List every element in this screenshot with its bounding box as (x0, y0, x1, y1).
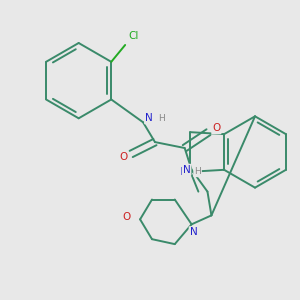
Text: O: O (212, 123, 220, 133)
Text: Cl: Cl (128, 31, 138, 41)
Text: N: N (183, 165, 190, 175)
Text: N: N (190, 227, 197, 237)
Text: H: H (158, 114, 165, 123)
Text: N: N (145, 113, 153, 123)
Text: N: N (180, 167, 188, 177)
Text: O: O (119, 152, 128, 162)
Text: H: H (194, 167, 201, 176)
Text: O: O (122, 212, 130, 222)
